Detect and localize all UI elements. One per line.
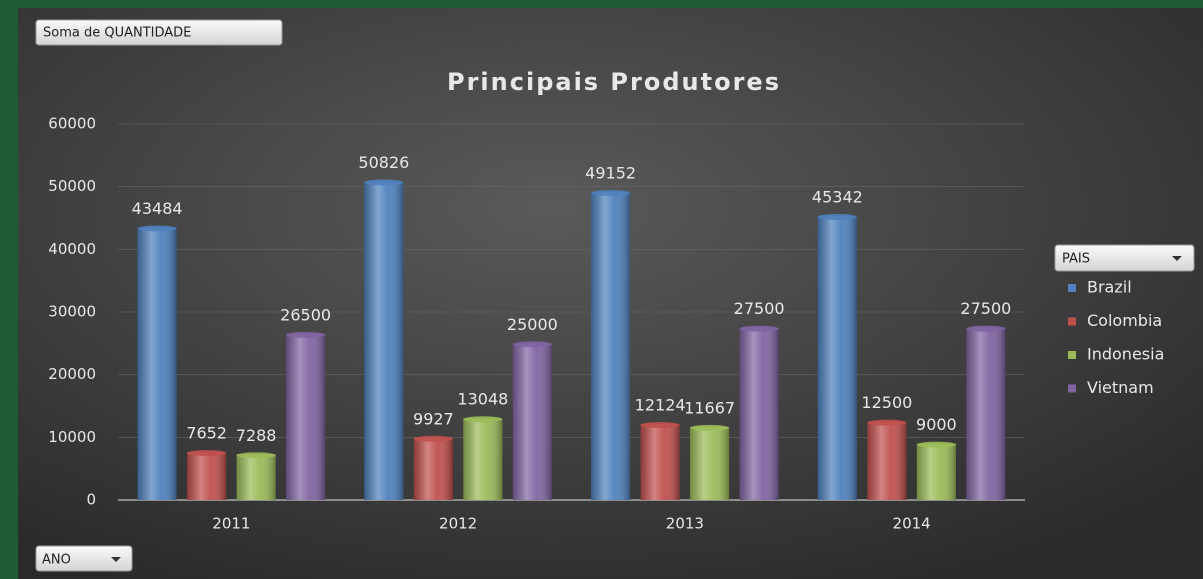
bar-top	[966, 325, 1006, 332]
bar-shine	[236, 454, 276, 500]
bar-top	[867, 419, 907, 426]
axis-field-button[interactable]	[35, 545, 133, 572]
legend-swatch	[1068, 351, 1076, 359]
chart-title: Principais Produtores	[447, 68, 781, 96]
bar-shine	[916, 443, 956, 500]
bar-top	[817, 213, 857, 220]
bar-top	[512, 341, 552, 348]
data-label: 26500	[280, 305, 331, 324]
bar-top	[236, 452, 276, 459]
data-label: 9927	[413, 409, 454, 428]
data-label: 12500	[861, 393, 912, 412]
bar-shine	[137, 227, 177, 501]
bar-top	[463, 416, 503, 423]
data-label: 11667	[684, 398, 735, 417]
data-label: 9000	[916, 415, 957, 434]
x-tick-label: 2012	[439, 515, 477, 533]
value-field-button[interactable]	[35, 19, 283, 46]
y-tick-label: 10000	[48, 428, 96, 446]
dropdown-arrow	[111, 557, 121, 562]
data-label: 27500	[734, 299, 785, 318]
data-label: 45342	[812, 187, 863, 206]
y-tick-label: 40000	[48, 240, 96, 258]
y-tick-label: 60000	[48, 115, 96, 133]
bar-shine	[187, 452, 227, 500]
bar-top	[187, 450, 227, 457]
bar-shine	[867, 421, 907, 500]
legend-label: Colombia	[1087, 311, 1162, 330]
legend-swatch	[1068, 384, 1076, 393]
data-label: 7288	[236, 426, 277, 445]
data-label: 13048	[457, 390, 508, 409]
x-tick-label: 2014	[893, 515, 931, 533]
bar-top	[137, 225, 177, 232]
data-label: 7652	[186, 424, 227, 443]
legend-swatch	[1068, 317, 1076, 326]
legend-swatch	[1068, 284, 1076, 292]
bar-top	[916, 441, 956, 448]
bar-top	[364, 179, 404, 186]
bar-shine	[817, 215, 857, 500]
legend-field-button[interactable]	[1054, 244, 1195, 272]
data-label: 25000	[507, 315, 558, 334]
bar-shine	[591, 191, 631, 500]
axis-field-label: ANO	[42, 553, 71, 568]
bar-top	[739, 325, 779, 332]
bar-top	[640, 422, 680, 429]
data-label: 49152	[585, 163, 636, 182]
legend-field-label: PAIS	[1062, 252, 1090, 267]
bar-top	[591, 189, 631, 196]
x-tick-label: 2011	[212, 515, 250, 533]
bar-top	[413, 435, 453, 442]
bar-top	[690, 424, 730, 431]
bar-top	[286, 331, 326, 338]
y-tick-label: 20000	[48, 365, 96, 383]
bar-shine	[966, 327, 1006, 500]
legend-label: Vietnam	[1087, 378, 1154, 397]
bar-shine	[739, 327, 779, 500]
legend-label: Brazil	[1087, 278, 1132, 297]
legend-label: Indonesia	[1087, 345, 1164, 364]
value-field-label: Soma de QUANTIDADE	[43, 26, 191, 41]
bar-shine	[640, 424, 680, 500]
bar-shine	[286, 333, 326, 500]
y-tick-label: 0	[86, 491, 96, 509]
bar-shine	[413, 437, 453, 500]
data-label: 27500	[960, 299, 1011, 318]
y-tick-label: 50000	[48, 177, 96, 195]
bar-shine	[690, 426, 730, 500]
x-tick-label: 2013	[666, 515, 704, 533]
y-tick-label: 30000	[48, 303, 96, 321]
dropdown-arrow	[1172, 256, 1182, 261]
bar-shine	[512, 343, 552, 500]
bar-shine	[364, 181, 404, 500]
data-label: 12124	[635, 396, 686, 415]
data-label: 50826	[358, 153, 409, 172]
data-label: 43484	[132, 199, 183, 218]
bar-shine	[463, 418, 503, 500]
